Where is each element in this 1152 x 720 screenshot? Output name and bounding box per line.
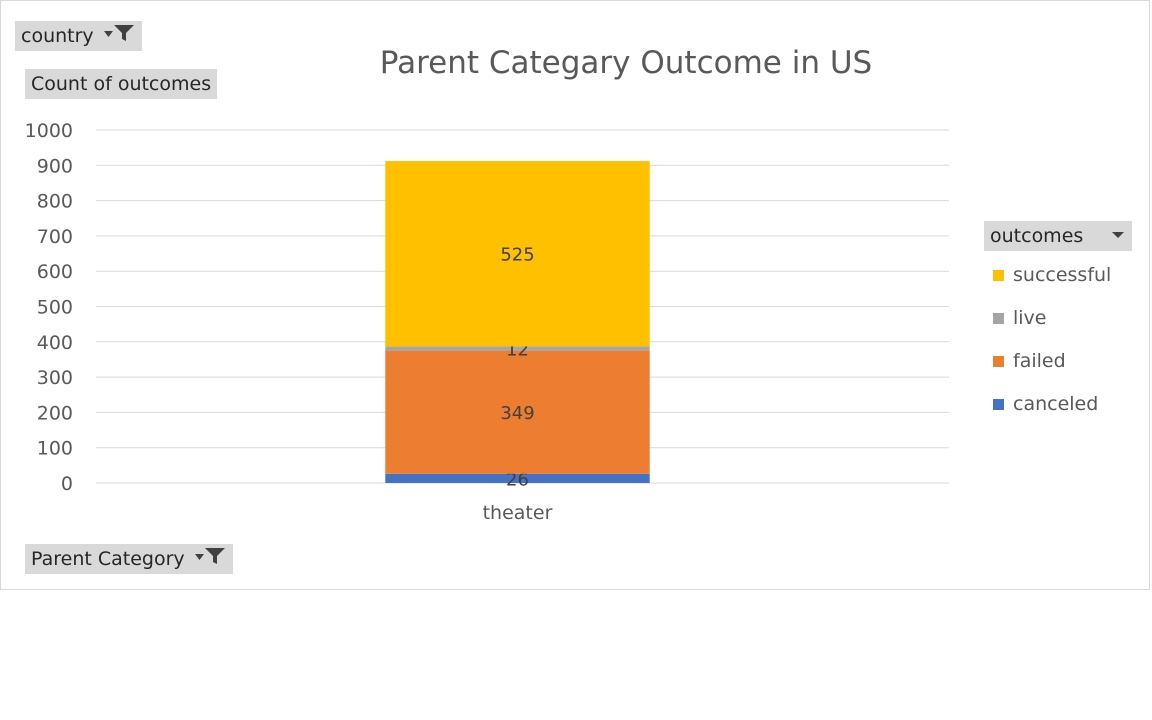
data-label-failed: 349 (500, 403, 534, 424)
country-filter-label: country (21, 25, 94, 47)
legend-swatch (993, 356, 1004, 367)
y-tick-label: 0 (61, 473, 73, 495)
y-tick-label: 600 (37, 261, 73, 283)
y-tick-label: 900 (37, 155, 73, 177)
y-tick-label: 200 (37, 402, 73, 424)
legend-swatch (993, 313, 1004, 324)
legend-item-live[interactable]: live (993, 306, 1111, 349)
filter-dropdown-icon (193, 544, 227, 575)
y-tick-label: 700 (37, 226, 73, 248)
legend-item-failed[interactable]: failed (993, 349, 1111, 392)
y-tick-label: 400 (37, 332, 73, 354)
y-tick-label: 100 (37, 438, 73, 460)
legend-label: failed (1013, 350, 1066, 372)
dropdown-arrow-icon (1110, 223, 1126, 254)
x-category-label: theater (483, 502, 553, 524)
legend-label: canceled (1013, 393, 1099, 415)
legend-item-successful[interactable]: successful (993, 263, 1111, 306)
chart-title: Parent Categary Outcome in US (379, 45, 873, 81)
values-field-button: Count of outcomes (25, 69, 218, 99)
data-label-successful: 525 (500, 245, 534, 266)
bar-segment-live (385, 346, 650, 351)
legend-swatch (993, 270, 1004, 281)
data-label-canceled: 26 (506, 469, 529, 490)
bar-segment-canceled (385, 473, 650, 483)
y-tick-label: 300 (37, 367, 73, 389)
legend-label: successful (1013, 264, 1112, 286)
y-tick-label: 500 (37, 297, 73, 319)
parent-category-filter-button[interactable]: Parent Category (25, 544, 233, 574)
y-tick-label: 800 (37, 191, 73, 213)
legend: successful live failed canceled (993, 263, 1111, 435)
bar-segment-successful (385, 161, 650, 347)
pivot-chart-frame: country Count of outcomes Parent Categar… (0, 0, 1150, 590)
filter-dropdown-icon (102, 21, 136, 52)
values-field-label: Count of outcomes (31, 73, 212, 95)
y-tick-label: 1000 (25, 120, 73, 142)
outcomes-field-label: outcomes (990, 225, 1084, 247)
bar-segment-failed (385, 350, 650, 474)
plot-area: 0100200300400500600700800900100026349125… (25, 120, 949, 524)
legend-item-canceled[interactable]: canceled (993, 392, 1111, 435)
parent-category-filter-label: Parent Category (31, 548, 185, 570)
outcomes-field-button[interactable]: outcomes (984, 221, 1132, 251)
legend-label: live (1013, 307, 1047, 329)
legend-swatch (993, 399, 1004, 410)
country-filter-button[interactable]: country (15, 21, 142, 51)
